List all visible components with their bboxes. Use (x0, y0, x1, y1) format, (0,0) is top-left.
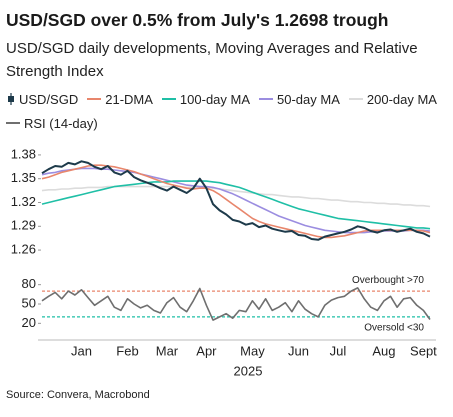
series-line (41, 185, 431, 208)
legend-label: 21-DMA (105, 91, 153, 107)
legend-swatch (6, 122, 20, 124)
y-tick-label: 50 (22, 295, 36, 310)
y-tick-label: 1.32 (11, 194, 36, 209)
legend-swatch (87, 98, 102, 100)
legend: USD/SGD 21-DMA 100-day MA 50-day MA 200-day … (6, 90, 451, 132)
y-tick-label: 1.35 (11, 170, 36, 185)
y-tick-label: 1.38 (11, 146, 36, 161)
x-tick-label: Sept (410, 343, 437, 358)
legend-item: RSI (14-day) (6, 114, 98, 132)
x-tick-label: Jul (330, 343, 347, 358)
source: Source: Convera, Macrobond (6, 389, 150, 401)
series-line (41, 164, 431, 239)
legend-item: 100-day MA (161, 90, 251, 108)
annotation: Overbought >70 (352, 275, 424, 286)
annotation: Oversold <30 (364, 323, 424, 334)
x-tick-label: Jan (71, 343, 92, 358)
legend-swatch (259, 98, 274, 100)
y-tick-label: 20 (22, 315, 36, 330)
legend-item: 21-DMA (87, 90, 153, 108)
legend-label: RSI (14-day) (24, 115, 98, 131)
legend-item: 50-day MA (259, 90, 340, 108)
legend-swatch (348, 98, 363, 100)
chart-subtitle: USD/SGD daily developments, Moving Avera… (6, 40, 418, 80)
y-tick-label: 1.26 (11, 242, 36, 257)
legend-label: 50-day MA (277, 91, 340, 107)
y-tick-label: 1.29 (11, 218, 36, 233)
series-line (41, 180, 431, 230)
series-line (41, 167, 431, 234)
legend-item: USD/SGD (6, 90, 78, 108)
x-tick-label: May (240, 343, 265, 358)
legend-label: 200-day MA (366, 91, 437, 107)
legend-label: 100-day MA (179, 91, 251, 107)
series-line (41, 287, 431, 321)
legend-label: USD/SGD (19, 91, 79, 107)
chart-title: USD/SGD over 0.5% from July's 1.2698 tro… (6, 10, 389, 30)
x-tick-label: Apr (196, 343, 217, 358)
series-line (41, 160, 431, 241)
x-tick-label: Feb (116, 343, 138, 358)
legend-swatch (161, 98, 176, 100)
x-tick-label: Jun (288, 343, 309, 358)
x-tick-label: Mar (156, 343, 179, 358)
legend-swatch (8, 93, 14, 105)
x-axis-label: 2025 (234, 363, 263, 378)
legend-item: 200-day MA (348, 90, 437, 108)
x-tick-label: Aug (372, 343, 395, 358)
y-tick-label: 80 (22, 276, 36, 291)
